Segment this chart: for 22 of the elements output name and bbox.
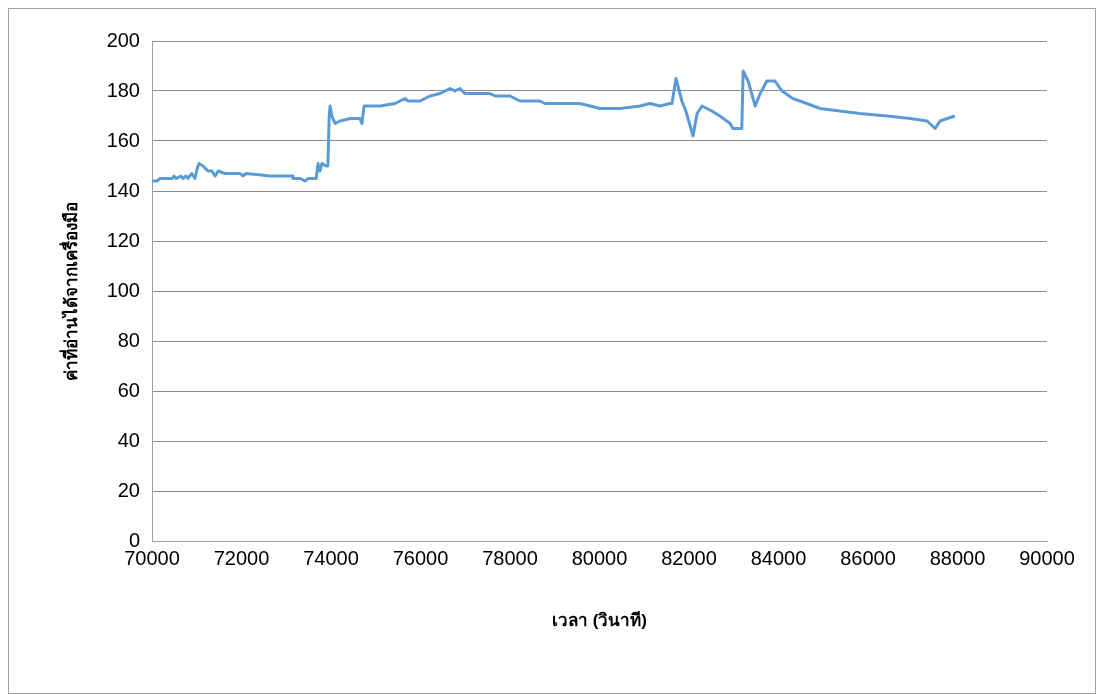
y-tick-label: 200: [106, 28, 140, 51]
x-tick-label: 76000: [392, 546, 449, 569]
x-axis-title: เวลา (วินาที): [551, 610, 648, 631]
x-tick-label: 80000: [571, 546, 628, 569]
y-tick-label: 40: [117, 428, 140, 451]
y-tick-label: 80: [117, 328, 140, 351]
x-tick-label: 88000: [929, 546, 986, 569]
y-tick-label: 120: [106, 228, 140, 251]
x-tick-label: 74000: [303, 546, 359, 569]
x-tick-label: 82000: [661, 546, 717, 569]
y-axis-title: ค่าที่อ่านได้จากเครื่องมือ: [58, 201, 81, 381]
y-tick-label: 140: [106, 178, 140, 201]
y-tick-label: 100: [106, 278, 140, 301]
x-tick-label: 72000: [213, 546, 270, 569]
x-tick-label: 84000: [750, 546, 807, 569]
x-tick-label: 86000: [840, 546, 896, 569]
x-tick-label: 78000: [482, 546, 538, 569]
y-tick-label: 20: [117, 478, 140, 501]
y-tick-label: 160: [106, 128, 140, 151]
y-tick-label: 180: [106, 78, 140, 101]
y-tick-label: 60: [117, 378, 140, 401]
x-tick-label: 90000: [1019, 546, 1075, 569]
